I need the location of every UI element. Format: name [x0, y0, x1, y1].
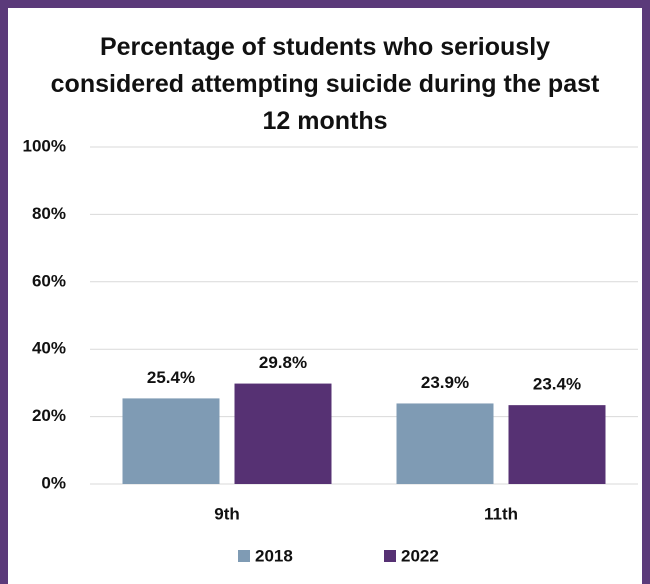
y-tick-label: 100%: [23, 136, 66, 155]
y-tick-label: 60%: [32, 271, 66, 290]
y-tick-label: 0%: [41, 473, 66, 492]
bar: [508, 405, 606, 484]
x-tick-label: 11th: [484, 504, 518, 523]
bar: [396, 403, 494, 484]
y-tick-label: 80%: [32, 204, 66, 223]
legend-label: 2018: [255, 546, 293, 565]
bar: [122, 398, 220, 484]
x-tick-label: 9th: [214, 504, 240, 523]
legend-swatch: [384, 550, 396, 562]
legend-label: 2022: [401, 546, 439, 565]
data-label: 23.9%: [421, 373, 469, 392]
chart-area: [8, 8, 642, 584]
data-label: 25.4%: [147, 368, 195, 387]
chart-title: Percentage of students who seriously con…: [50, 33, 600, 135]
bar: [234, 383, 332, 484]
data-label: 23.4%: [533, 375, 581, 394]
legend-swatch: [238, 550, 250, 562]
y-tick-label: 40%: [32, 339, 66, 358]
y-tick-label: 20%: [32, 406, 66, 425]
data-label: 29.8%: [259, 353, 307, 372]
